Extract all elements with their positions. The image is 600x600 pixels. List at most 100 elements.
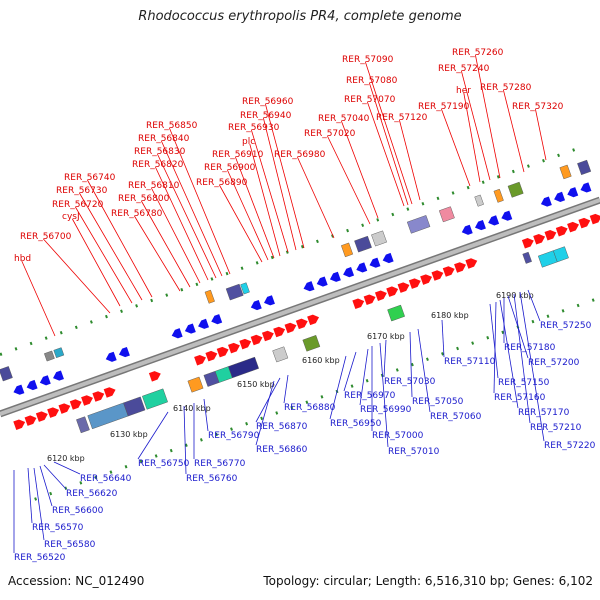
forward-gene-label: RER_56740: [64, 173, 116, 183]
reverse-gene-label: RER_56880: [284, 403, 336, 413]
forward-gene-label: RER_57240: [438, 64, 490, 74]
reverse-gene-label: RER_57210: [530, 423, 582, 433]
forward-leader-line: [155, 166, 209, 281]
forward-gene-label: RER_57280: [480, 83, 532, 93]
genome-summary: Topology: circular; Length: 6,516,310 bp…: [263, 574, 593, 588]
forward-gene-arrow: [58, 403, 71, 414]
track-dot: [561, 309, 565, 313]
track-dot: [376, 218, 380, 222]
forward-leader-line: [475, 54, 501, 179]
accession-label: Accession: NC_012490: [8, 574, 145, 588]
forward-gene-arrow: [24, 415, 37, 426]
reverse-leader-line: [441, 319, 445, 358]
track-dot: [406, 207, 410, 211]
reverse-gene-label: RER_56770: [194, 459, 246, 469]
reverse-leader-line: [489, 303, 499, 379]
forward-domain-block: [142, 388, 168, 410]
track-dot: [270, 255, 274, 260]
reverse-leader-line: [137, 411, 169, 460]
forward-gene-label: RER_56810: [128, 181, 180, 191]
reverse-leader-line: [203, 398, 209, 432]
reverse-gene-label: RER_57050: [412, 397, 464, 407]
track-dot: [109, 470, 113, 474]
reverse-gene-arrow: [343, 267, 355, 278]
reverse-gene-label: RER_56640: [80, 474, 132, 484]
track-dot: [436, 196, 440, 201]
reverse-domain-block: [474, 194, 484, 207]
forward-leader-line: [72, 218, 121, 307]
reverse-gene-label: RER_56620: [66, 489, 118, 499]
reverse-gene-label: RER_57160: [494, 393, 546, 403]
reverse-domain-block: [53, 347, 65, 359]
forward-gene-arrow: [205, 350, 218, 362]
track-dot: [89, 320, 93, 324]
reverse-gene-arrow: [382, 252, 394, 264]
track-dot: [275, 411, 279, 415]
label-leader-lines: [13, 54, 547, 553]
forward-gene-label: RER_56930: [228, 123, 280, 133]
forward-gene-arrow: [261, 330, 274, 342]
reverse-domain-block: [225, 283, 244, 301]
reverse-gene-label: RER_57010: [388, 447, 440, 457]
track-dot: [74, 325, 78, 330]
reverse-leader-line: [493, 301, 497, 394]
forward-gene-label: RER_57020: [304, 129, 356, 139]
reverse-gene-arrow: [554, 191, 566, 202]
forward-leader-line: [441, 108, 471, 187]
reverse-leader-line: [343, 351, 357, 392]
reverse-gene-arrow: [250, 299, 262, 311]
forward-gene-label: RER_56720: [52, 200, 104, 210]
forward-gene-label: RER_57120: [376, 113, 428, 123]
feature-blocks: [0, 159, 600, 434]
forward-leader-line: [461, 70, 491, 181]
forward-gene-label: RER_56940: [240, 111, 292, 121]
forward-gene-label: RER_57040: [318, 114, 370, 124]
forward-leader-line: [341, 120, 379, 219]
kbp-tick-label: 6130 kbp: [110, 430, 148, 439]
axis-line: [0, 198, 600, 416]
reverse-gene-arrow: [13, 384, 25, 395]
track-dot: [320, 395, 324, 399]
genome-axis: [0, 196, 600, 418]
reverse-gene-label: RER_57200: [528, 358, 580, 368]
reverse-gene-label: RER_56950: [330, 419, 382, 429]
forward-leader-line: [463, 92, 481, 183]
reverse-gene-label: RER_56860: [256, 445, 308, 455]
reverse-leader-line: [409, 331, 413, 398]
track-dot: [361, 223, 365, 227]
reverse-gene-arrow: [316, 276, 328, 287]
track-dot: [199, 438, 203, 442]
forward-leader-line: [297, 156, 335, 239]
forward-gene-arrow: [442, 266, 455, 277]
track-dot: [135, 304, 139, 308]
track-dot: [441, 352, 444, 356]
track-dot: [14, 347, 18, 351]
reverse-domain-block: [340, 242, 354, 258]
track-dot: [260, 416, 264, 421]
forward-gene-arrow: [284, 322, 297, 334]
forward-gene-arrow: [35, 411, 48, 422]
reverse-gene-arrow: [501, 210, 513, 221]
track-dot: [572, 148, 576, 152]
reverse-domain-block: [438, 206, 455, 223]
forward-leader-line: [367, 101, 405, 207]
forward-gene-label: RER_56780: [111, 209, 163, 219]
forward-leader-line: [157, 153, 217, 279]
reverse-domain-block: [577, 159, 592, 176]
forward-gene-arrow: [307, 314, 320, 326]
forward-domain-block: [187, 376, 204, 393]
forward-gene-arrow: [589, 213, 600, 225]
forward-gene-arrow: [352, 298, 365, 310]
reverse-leader-line: [417, 328, 431, 413]
forward-gene-arrow: [250, 334, 263, 346]
forward-leader-line: [219, 184, 263, 263]
reverse-gene-label: RER_57180: [504, 343, 556, 353]
reverse-gene-label: RER_57060: [430, 412, 482, 422]
forward-gene-arrow: [533, 234, 546, 245]
reverse-leader-line: [255, 380, 275, 446]
forward-gene-arrow: [386, 286, 399, 297]
reverse-gene-label: RER_56570: [32, 523, 84, 533]
track-dot: [184, 443, 188, 447]
forward-gene-label: RER_56830: [134, 147, 186, 157]
forward-gene-arrow: [194, 354, 206, 366]
